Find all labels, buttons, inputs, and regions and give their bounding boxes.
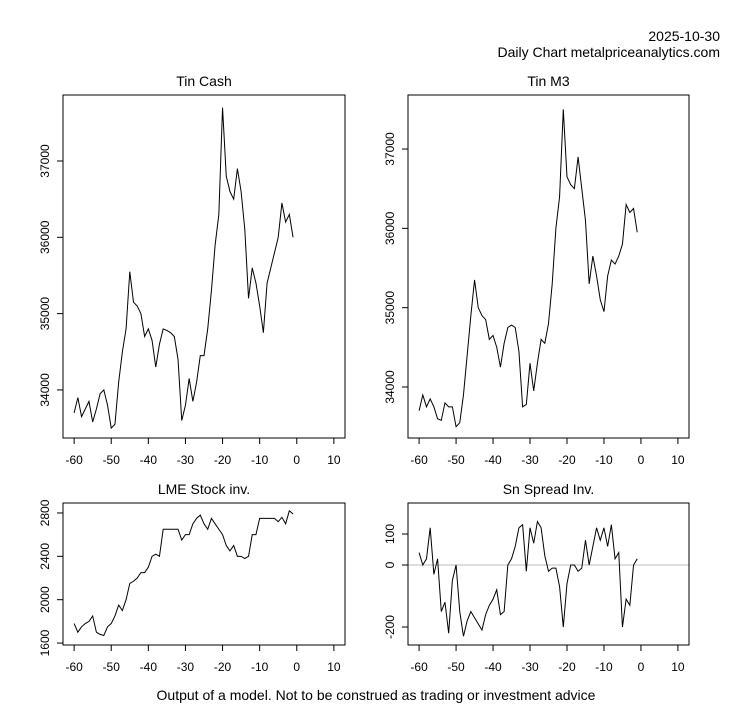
plot-frame [62,502,346,646]
data-line [73,509,294,637]
x-tick-label: -40 [140,453,158,467]
x-tick-label: -30 [521,453,539,467]
panel-title: LME Stock inv. [158,481,250,497]
x-tick-label: -60 [410,453,428,467]
x-tick-label: -50 [447,453,465,467]
y-tick-label: 0 [383,561,397,568]
y-tick-label: 35000 [383,291,397,325]
y-tick-label: 1600 [38,629,52,656]
x-tick-label: -60 [65,660,83,674]
footer: Output of a model. Not to be construed a… [157,687,596,703]
panel-title: Sn Spread Inv. [503,481,595,497]
y-tick-label: 34000 [383,370,397,404]
x-tick-label: -20 [558,660,576,674]
x-tick-label: -10 [595,660,613,674]
x-tick-label: -60 [65,453,83,467]
y-tick-label: 36000 [383,211,397,245]
x-tick-label: 0 [293,660,300,674]
x-tick-label: 0 [293,453,300,467]
x-tick-label: 10 [327,453,341,467]
x-tick-label: -20 [214,453,232,467]
y-tick-label: 35000 [38,297,52,331]
data-line [418,520,638,637]
y-tick-label: -200 [383,615,397,639]
x-tick-label: -30 [521,660,539,674]
x-tick-label: -10 [251,660,269,674]
plot-frame [407,94,690,439]
x-tick-label: -40 [484,660,502,674]
x-tick-label: -40 [140,660,158,674]
y-tick-label: 37000 [383,132,397,166]
plot-frame [407,502,690,646]
y-tick-label: 2400 [38,543,52,570]
x-tick-label: -50 [103,660,121,674]
panel-title: Tin Cash [176,73,232,89]
x-tick-label: -10 [595,453,613,467]
y-tick-label: 2800 [38,499,52,526]
x-tick-label: -30 [177,453,195,467]
x-tick-label: -20 [214,660,232,674]
y-tick-label: 37000 [38,144,52,178]
x-tick-label: -60 [410,660,428,674]
x-tick-label: -40 [484,453,502,467]
y-tick-label: 36000 [38,220,52,254]
data-line [73,107,294,430]
source: Daily Chart metalpriceanalytics.com [497,44,720,60]
y-tick-label: 2000 [38,586,52,613]
date: 2025-10-30 [648,28,720,44]
panel-title: Tin M3 [527,73,569,89]
x-tick-label: 10 [327,660,341,674]
y-tick-label: 100 [383,524,397,544]
y-tick-label: 34000 [38,373,52,407]
x-tick-label: -50 [103,453,121,467]
data-line [418,109,638,428]
x-tick-label: -10 [251,453,269,467]
plot-frame [62,94,346,439]
x-tick-label: -30 [177,660,195,674]
x-tick-label: 10 [671,660,685,674]
x-tick-label: -50 [447,660,465,674]
x-tick-label: 0 [638,660,645,674]
x-tick-label: 10 [671,453,685,467]
x-tick-label: 0 [638,453,645,467]
x-tick-label: -20 [558,453,576,467]
